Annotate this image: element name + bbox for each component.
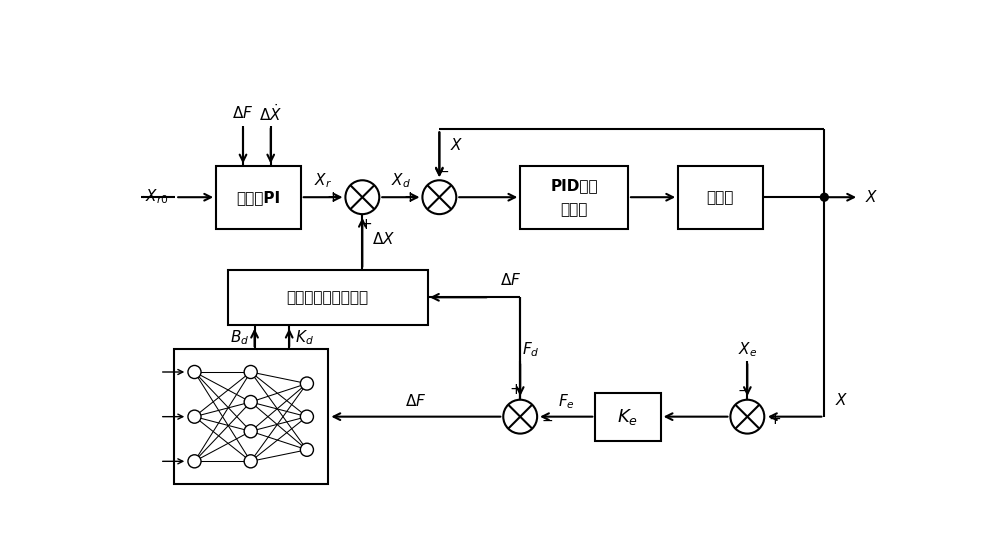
Circle shape [300, 443, 313, 456]
Bar [595, 393, 661, 440]
Text: 机器人: 机器人 [707, 190, 734, 205]
Text: 基于位置的阻抗控制: 基于位置的阻抗控制 [287, 290, 369, 305]
Text: $X_{r0}$: $X_{r0}$ [145, 187, 169, 206]
Text: $B_d$: $B_d$ [230, 328, 249, 347]
Circle shape [188, 410, 201, 423]
Text: $\Delta F$: $\Delta F$ [500, 272, 522, 288]
Bar [228, 269, 428, 325]
Text: $X_e$: $X_e$ [738, 340, 757, 359]
Text: +: + [509, 382, 522, 397]
Bar [520, 165, 628, 229]
Circle shape [422, 180, 456, 214]
Text: $\Delta X$: $\Delta X$ [372, 231, 395, 247]
Circle shape [300, 410, 313, 423]
Bar [174, 349, 328, 484]
Circle shape [188, 366, 201, 378]
Text: $-$: $-$ [437, 164, 449, 178]
Text: $K_e$: $K_e$ [617, 406, 639, 427]
Text: $F_d$: $F_d$ [522, 340, 540, 359]
Circle shape [345, 180, 379, 214]
Circle shape [300, 377, 313, 390]
Circle shape [244, 366, 257, 378]
Circle shape [730, 400, 764, 434]
Text: $F_e$: $F_e$ [558, 392, 575, 411]
Text: $\Delta F$: $\Delta F$ [405, 394, 426, 409]
Text: $X_d$: $X_d$ [391, 171, 411, 190]
Text: +: + [768, 412, 781, 427]
Text: PID位置: PID位置 [550, 178, 598, 193]
Text: +: + [360, 217, 373, 233]
Bar [216, 165, 301, 229]
Text: $X_r$: $X_r$ [314, 171, 332, 190]
Circle shape [188, 455, 201, 468]
Text: $\Delta F$: $\Delta F$ [232, 105, 254, 121]
Circle shape [244, 425, 257, 438]
Text: $-$: $-$ [737, 383, 749, 397]
Text: $-$: $-$ [541, 413, 553, 427]
Circle shape [503, 400, 537, 434]
Circle shape [244, 455, 257, 468]
Bar [678, 165, 763, 229]
Circle shape [244, 395, 257, 409]
Text: 控制器: 控制器 [560, 202, 588, 217]
Text: +: + [403, 190, 416, 205]
Text: $\Delta\dot{X}$: $\Delta\dot{X}$ [259, 103, 282, 124]
Text: $X$: $X$ [865, 189, 879, 205]
Text: $X$: $X$ [835, 392, 848, 408]
Text: +: + [326, 190, 339, 205]
Text: $X$: $X$ [450, 137, 463, 153]
Text: 自适应PI: 自适应PI [236, 190, 280, 205]
Circle shape [820, 193, 829, 202]
Text: $K_d$: $K_d$ [295, 328, 314, 347]
